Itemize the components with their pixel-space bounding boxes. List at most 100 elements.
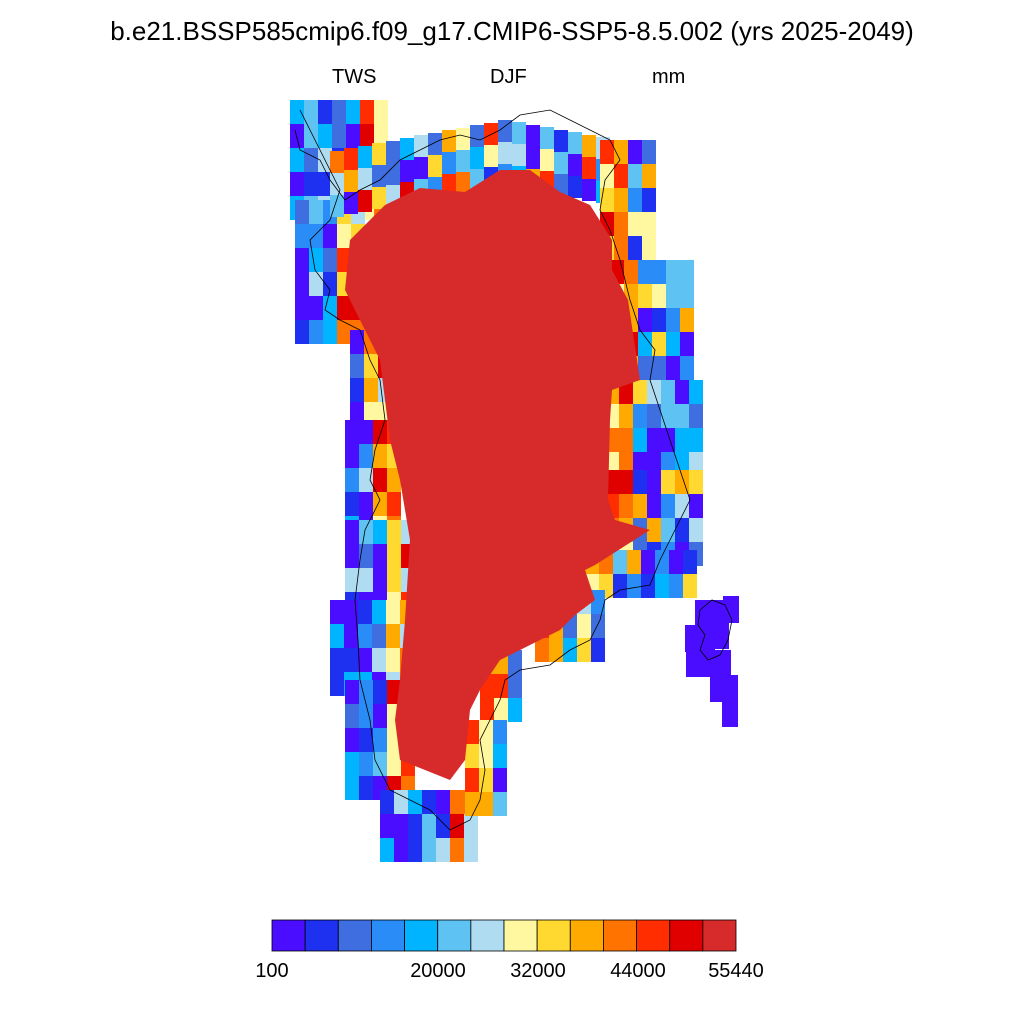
map-cell [582, 135, 596, 157]
map-cell [372, 143, 386, 165]
map-cell [330, 151, 344, 173]
map-cell [479, 792, 493, 816]
map-cell [666, 356, 680, 380]
map-cell [373, 704, 387, 728]
map-cell [647, 470, 661, 494]
map-cell [373, 444, 387, 468]
colorbar-label-44000: 44000 [610, 960, 666, 982]
map-cell [470, 147, 484, 169]
map-cell [526, 125, 540, 147]
map-cell [358, 600, 372, 624]
map-cell [614, 188, 628, 212]
map-cell [628, 164, 642, 188]
map-cell [374, 100, 388, 124]
map-cell [689, 470, 703, 494]
map-cell [456, 150, 470, 172]
map-cell [372, 165, 386, 187]
map-cell [591, 614, 605, 638]
map-cell [373, 728, 387, 752]
map-cell [344, 600, 358, 624]
map-cell [422, 814, 436, 838]
map-cell [526, 147, 540, 169]
map-cell [386, 648, 400, 672]
map-cell [675, 470, 689, 494]
colorbar-box [503, 919, 538, 952]
map-cell [675, 404, 689, 428]
map-cell [344, 192, 358, 214]
map-cell [318, 100, 332, 124]
map-cell [359, 444, 373, 468]
map-cell [689, 428, 703, 452]
map-cell [642, 188, 656, 212]
map-cell [295, 320, 309, 344]
colorbar-box [536, 919, 571, 952]
map-cell [380, 838, 394, 862]
map-cell [508, 698, 522, 722]
map-cell [450, 790, 464, 814]
map-cell [386, 600, 400, 624]
map-cell [330, 672, 344, 696]
map-cell [535, 638, 549, 662]
map-cell [304, 172, 318, 196]
map-cell [680, 260, 694, 284]
map-cell [628, 140, 642, 164]
map-cell [332, 124, 346, 148]
map-cell [633, 494, 647, 518]
map-cell [619, 470, 633, 494]
map-cell [380, 814, 394, 838]
map-cell [387, 752, 401, 776]
map-cell [680, 356, 694, 380]
map-cell [638, 356, 652, 380]
colorbar-box [569, 919, 604, 952]
map-cell [309, 200, 323, 224]
map-cell [350, 354, 364, 378]
map-cell [360, 124, 374, 148]
colorbar-box [271, 919, 306, 952]
map-cell [330, 600, 344, 624]
map-cell [554, 130, 568, 152]
map-cell [600, 164, 614, 188]
colorbar-box [304, 919, 339, 952]
map-cell [359, 520, 373, 544]
map-cell [290, 148, 304, 172]
map-cell [641, 550, 655, 574]
map-cell [638, 332, 652, 356]
map-cell [345, 680, 359, 704]
map-cell [628, 212, 642, 236]
map-title: b.e21.BSSP585cmip6.f09_g17.CMIP6-SSP5-8.… [110, 16, 914, 46]
map-cell [689, 380, 703, 404]
map-cell [318, 172, 332, 196]
map-cell [647, 404, 661, 428]
map-cell [400, 160, 414, 182]
map-cell [508, 674, 522, 698]
map-cell [666, 332, 680, 356]
map-cell [666, 284, 680, 308]
map-cell [494, 698, 508, 722]
map-cell [647, 428, 661, 452]
map-cell [359, 680, 373, 704]
map-cell [484, 145, 498, 167]
map-cell [456, 128, 470, 150]
map-cell [373, 520, 387, 544]
map-cell [642, 212, 656, 236]
map-cell [709, 600, 725, 627]
map-cell [330, 648, 344, 672]
colorbar-box [470, 919, 505, 952]
map-cell [422, 838, 436, 862]
map-cell [337, 296, 351, 320]
map-cell [675, 494, 689, 518]
map-cell [628, 188, 642, 212]
map-cell [330, 624, 344, 648]
coastline [294, 109, 691, 831]
map-cell [387, 468, 401, 492]
map-cell [359, 420, 373, 444]
map-cell [512, 144, 526, 166]
map-cell [638, 260, 652, 284]
map-cell [638, 308, 652, 332]
map-cell [465, 720, 479, 744]
map-cell [386, 624, 400, 648]
map-cell [464, 814, 478, 838]
map-cell [358, 146, 372, 168]
map-cell [689, 494, 703, 518]
map-cell [374, 124, 388, 148]
